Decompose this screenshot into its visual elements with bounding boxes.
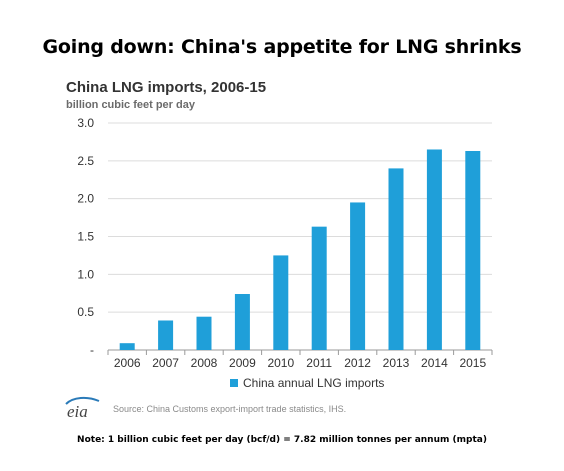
- eia-logo-text: eia: [67, 402, 88, 420]
- bar-2008: [196, 316, 212, 350]
- eia-logo: eia: [65, 396, 100, 420]
- bar-2014: [426, 149, 442, 350]
- x-tick-label-2014: 2014: [421, 356, 448, 370]
- page-headline: Going down: China's appetite for LNG shr…: [42, 36, 522, 58]
- chart-title: China LNG imports, 2006-15: [66, 79, 267, 96]
- x-tick-label-2006: 2006: [114, 356, 141, 370]
- legend-swatch: [230, 379, 238, 387]
- x-tick-label-2008: 2008: [191, 356, 218, 370]
- x-tick-label-2015: 2015: [459, 356, 486, 370]
- bar-2006: [119, 343, 135, 350]
- source-note: Source: China Customs export-import trad…: [113, 404, 347, 414]
- legend-label: China annual LNG imports: [243, 376, 385, 390]
- y-tick-label: -: [90, 343, 94, 357]
- chart-legend: China annual LNG imports: [230, 376, 384, 390]
- bar-2010: [273, 255, 289, 350]
- x-tick-label-2011: 2011: [306, 356, 332, 370]
- y-tick-label: 1.0: [77, 267, 94, 281]
- y-tick-label: 2.0: [77, 192, 94, 206]
- x-tick-label-2010: 2010: [267, 356, 294, 370]
- bar-2015: [465, 150, 481, 350]
- x-tick-label-2009: 2009: [229, 356, 256, 370]
- x-tick-label-2007: 2007: [152, 356, 179, 370]
- bar-2011: [311, 226, 327, 350]
- y-tick-label: 3.0: [77, 116, 94, 130]
- bar-2007: [158, 320, 174, 350]
- bar-2012: [350, 202, 366, 350]
- bar-2013: [388, 168, 404, 350]
- conversion-note: Note: 1 billion cubic feet per day (bcf/…: [77, 435, 487, 445]
- y-axis-unit-label: billion cubic feet per day: [66, 99, 195, 111]
- y-tick-label: 2.5: [77, 154, 94, 168]
- x-tick-label-2012: 2012: [344, 356, 371, 370]
- y-tick-label: 0.5: [77, 305, 94, 319]
- x-tick-label-2013: 2013: [383, 356, 410, 370]
- y-tick-label: 1.5: [77, 230, 94, 244]
- bar-2009: [234, 294, 250, 350]
